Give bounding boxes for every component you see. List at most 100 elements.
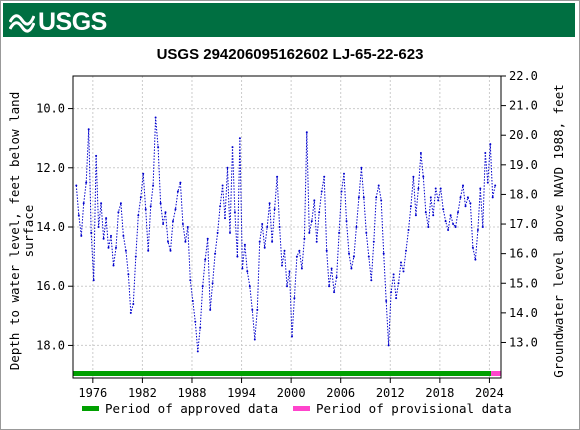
data-point: [278, 226, 281, 228]
data-point: [194, 320, 197, 323]
x-tick-label: 2024: [475, 386, 504, 400]
data-point: [325, 249, 328, 252]
period-bar-provisional: [491, 371, 501, 376]
data-point: [474, 258, 477, 261]
data-point: [303, 237, 306, 240]
data-point: [313, 199, 316, 202]
data-point: [266, 226, 269, 228]
data-point: [476, 229, 479, 231]
data-point: [323, 175, 326, 178]
y-right-tick-label: 16.0: [509, 247, 538, 261]
data-point: [417, 187, 420, 190]
data-point: [466, 196, 469, 199]
data-point: [360, 166, 363, 169]
data-point: [481, 226, 484, 228]
data-point: [199, 326, 202, 329]
data-point: [246, 270, 249, 273]
y-right-tick-label: 18.0: [509, 187, 538, 201]
y-axis-left: 10.0 12.0 14.0 16.0 18.0: [36, 102, 73, 352]
data-point: [105, 217, 108, 220]
y-axis-right: 22.0 21.0 20.0 19.0 18.0 17.0 16.0 15.0 14.0 13.0: [501, 69, 538, 349]
data-point: [231, 146, 234, 149]
data-point: [263, 246, 266, 249]
data-point: [97, 226, 100, 228]
data-point: [169, 249, 172, 252]
data-point: [251, 308, 254, 311]
data-point: [226, 166, 229, 169]
data-point: [397, 282, 400, 285]
data-point: [134, 255, 137, 258]
data-point: [224, 217, 226, 220]
data-point: [444, 220, 447, 223]
data-point: [315, 240, 318, 243]
data-point: [390, 291, 393, 294]
data-point: [117, 211, 120, 214]
data-point: [437, 199, 440, 202]
data-point: [241, 267, 244, 270]
x-axis: 1976 1982 1988 1994 2000 2006 2012 2018 2024: [78, 378, 504, 400]
data-point: [236, 255, 239, 258]
data-point: [295, 255, 298, 258]
usgs-logo-text: USGS: [38, 7, 107, 36]
y-right-tick-label: 13.0: [509, 335, 538, 349]
data-point: [149, 205, 152, 208]
data-point: [132, 303, 135, 305]
y-left-tick-label: 14.0: [36, 220, 65, 234]
data-point: [211, 282, 214, 285]
y-right-tick-label: 20.0: [509, 128, 538, 142]
data-point: [352, 255, 355, 258]
y-right-tick-label: 19.0: [509, 158, 538, 172]
data-point: [191, 300, 194, 302]
data-point: [395, 297, 398, 300]
data-point: [80, 234, 83, 237]
period-bar-approved: [73, 371, 492, 376]
legend-swatch-provisional: [293, 406, 310, 411]
data-point: [449, 214, 452, 217]
data-point: [400, 261, 402, 264]
y-axis-left-label-line2: surface: [21, 205, 36, 258]
data-point: [330, 267, 333, 270]
data-point: [298, 249, 301, 252]
data-point: [402, 270, 405, 273]
data-point: [115, 246, 117, 249]
data-point: [229, 231, 231, 234]
y-right-tick-label: 22.0: [509, 69, 538, 83]
x-tick-label: 1976: [78, 386, 107, 400]
data-point: [328, 285, 331, 288]
data-point: [454, 226, 457, 228]
data-point: [372, 240, 375, 243]
data-point: [147, 249, 150, 252]
data-point: [367, 255, 370, 258]
data-point: [414, 214, 417, 217]
data-point: [95, 154, 98, 157]
data-point: [293, 297, 296, 300]
data-point: [370, 279, 373, 282]
data-point: [209, 308, 212, 311]
data-point: [144, 208, 147, 211]
y-left-tick-label: 18.0: [36, 338, 65, 352]
data-point: [82, 202, 85, 205]
data-point: [273, 208, 276, 211]
data-point: [129, 311, 132, 314]
data-point: [365, 231, 368, 234]
data-point: [181, 223, 184, 225]
x-tick-label: 2006: [326, 386, 355, 400]
data-point: [281, 264, 283, 267]
usgs-banner: USGS: [3, 3, 575, 37]
data-point: [439, 187, 442, 190]
usgs-logo[interactable]: USGS: [9, 8, 107, 36]
data-point: [407, 229, 410, 231]
legend-swatch-approved: [82, 406, 99, 411]
data-point: [288, 270, 291, 273]
data-point: [377, 184, 380, 187]
data-point: [256, 308, 259, 311]
data-series: [75, 116, 497, 353]
data-point: [333, 291, 336, 294]
data-point: [248, 285, 251, 288]
data-point: [442, 208, 445, 211]
data-point: [119, 202, 122, 205]
data-point: [491, 196, 494, 199]
period-bars: [73, 371, 501, 376]
data-point: [233, 211, 236, 214]
